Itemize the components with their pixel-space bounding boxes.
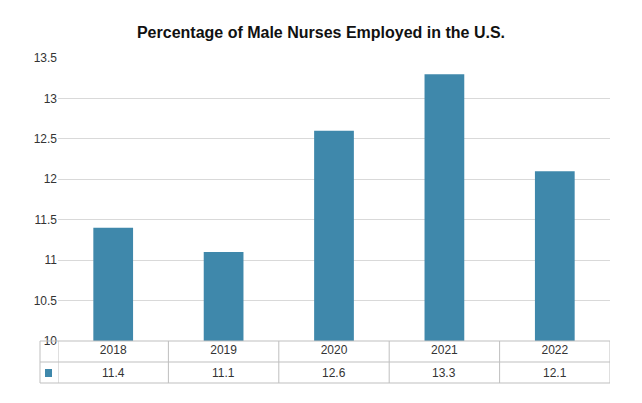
svg-text:13.3: 13.3 xyxy=(432,366,456,380)
svg-text:11: 11 xyxy=(45,253,58,267)
svg-text:2021: 2021 xyxy=(431,343,458,357)
svg-text:13.5: 13.5 xyxy=(34,51,58,65)
svg-text:2019: 2019 xyxy=(210,343,237,357)
svg-text:12.1: 12.1 xyxy=(543,366,567,380)
svg-text:11.5: 11.5 xyxy=(35,213,58,227)
svg-text:2018: 2018 xyxy=(100,343,127,357)
svg-text:2022: 2022 xyxy=(541,343,568,357)
svg-text:12: 12 xyxy=(44,172,58,186)
svg-text:Percentage of Male Nurses Empl: Percentage of Male Nurses Employed in th… xyxy=(137,24,505,41)
svg-text:13: 13 xyxy=(44,92,58,106)
svg-text:10.5: 10.5 xyxy=(34,294,58,308)
svg-text:2020: 2020 xyxy=(321,343,348,357)
svg-text:11.4: 11.4 xyxy=(102,366,125,380)
svg-text:12.6: 12.6 xyxy=(322,366,346,380)
svg-text:11.1: 11.1 xyxy=(212,366,235,380)
svg-text:12.5: 12.5 xyxy=(34,132,58,146)
svg-text:10: 10 xyxy=(44,334,58,348)
